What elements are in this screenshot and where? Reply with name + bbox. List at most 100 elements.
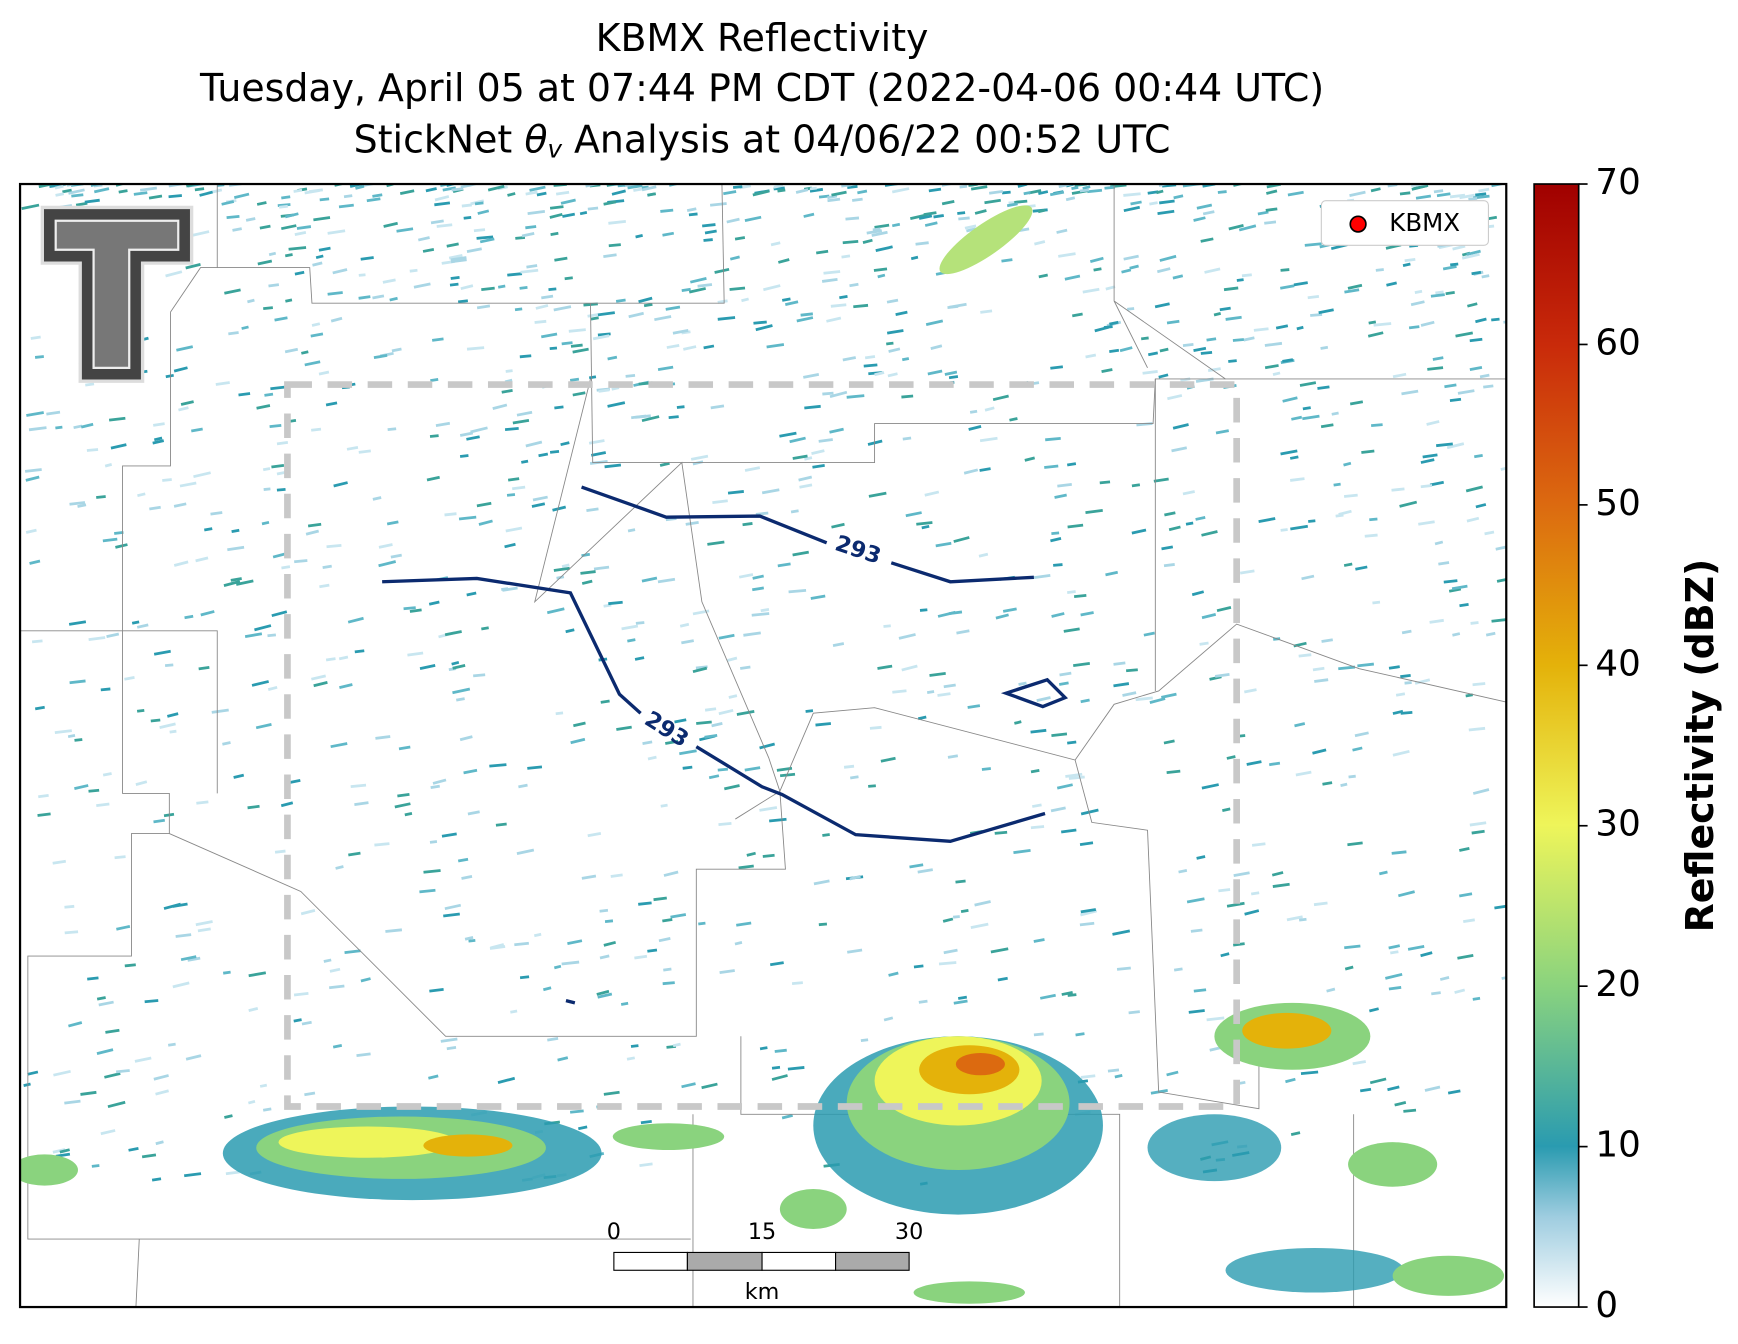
echo xyxy=(1361,449,1375,454)
echo xyxy=(1223,286,1239,292)
echo xyxy=(199,190,213,197)
echo xyxy=(821,277,838,283)
echo xyxy=(640,1120,652,1125)
echo xyxy=(1372,600,1381,605)
echo xyxy=(1388,944,1401,950)
echo xyxy=(1049,190,1065,197)
echo xyxy=(238,392,251,397)
echo xyxy=(1257,210,1269,216)
echo xyxy=(1475,317,1487,324)
echo xyxy=(777,258,790,264)
echo xyxy=(1219,306,1231,312)
echo xyxy=(1050,365,1064,370)
echo xyxy=(964,224,977,230)
echo xyxy=(587,206,599,211)
echo xyxy=(701,1082,718,1090)
echo xyxy=(781,1114,793,1120)
echo xyxy=(1461,252,1480,260)
echo xyxy=(1127,307,1135,311)
echo xyxy=(1238,224,1257,232)
echo xyxy=(933,214,945,219)
echo xyxy=(332,268,348,275)
echo xyxy=(724,784,740,791)
echo xyxy=(432,778,447,785)
echo xyxy=(552,505,567,512)
echo xyxy=(799,483,813,489)
echo xyxy=(615,298,626,303)
echo xyxy=(822,391,834,396)
echo xyxy=(1122,691,1137,697)
echo xyxy=(586,507,599,513)
echo xyxy=(180,400,194,406)
echo xyxy=(489,763,507,768)
echo xyxy=(1113,661,1126,666)
echo xyxy=(210,511,223,516)
echo xyxy=(527,765,543,770)
echo xyxy=(662,918,673,923)
echo xyxy=(1432,356,1444,361)
echo xyxy=(1287,190,1304,197)
echo xyxy=(1290,477,1305,482)
echo xyxy=(611,189,626,196)
echo xyxy=(818,438,833,443)
echo xyxy=(68,188,85,195)
echo xyxy=(560,441,570,447)
echo xyxy=(729,255,740,261)
echo xyxy=(504,542,516,549)
echo xyxy=(561,341,573,346)
echo xyxy=(1403,1108,1417,1113)
echo xyxy=(1404,257,1416,263)
echo xyxy=(375,735,391,740)
echo xyxy=(966,227,976,233)
echo xyxy=(244,632,263,638)
echo xyxy=(315,254,324,260)
echo xyxy=(512,418,530,425)
echo xyxy=(52,1148,66,1154)
echo xyxy=(473,673,486,678)
echo xyxy=(1420,458,1435,464)
echo xyxy=(1167,394,1183,401)
echo xyxy=(560,198,576,205)
echo xyxy=(771,1074,788,1081)
echo xyxy=(53,1069,71,1077)
echo xyxy=(1251,842,1266,847)
echo xyxy=(887,372,898,378)
echo xyxy=(759,742,776,750)
echo xyxy=(468,939,476,943)
echo xyxy=(431,337,444,342)
echo xyxy=(135,780,148,786)
echo xyxy=(1495,544,1507,551)
echo xyxy=(866,229,883,235)
echo xyxy=(634,656,645,661)
echo xyxy=(86,448,99,452)
echo xyxy=(829,427,844,434)
echo xyxy=(1196,855,1206,860)
echo xyxy=(729,286,746,291)
echo xyxy=(937,610,956,618)
echo xyxy=(590,316,599,321)
echo xyxy=(1452,632,1461,637)
echo xyxy=(88,636,106,642)
echo xyxy=(280,801,294,808)
echo xyxy=(599,908,609,913)
echo xyxy=(800,312,814,317)
echo xyxy=(1051,531,1060,536)
echo xyxy=(541,332,558,339)
echo xyxy=(717,316,736,321)
echo xyxy=(868,491,887,498)
echo xyxy=(1469,365,1483,371)
echo xyxy=(1420,320,1435,327)
echo xyxy=(1479,373,1490,379)
echo xyxy=(888,971,899,977)
echo xyxy=(603,1090,620,1096)
echo xyxy=(625,373,636,378)
echo xyxy=(313,216,331,222)
echo xyxy=(1228,224,1244,231)
echo xyxy=(173,366,188,373)
echo xyxy=(257,259,273,266)
colorbar-tick-label: 60 xyxy=(1595,322,1640,363)
echo xyxy=(107,1100,126,1109)
echo xyxy=(665,739,679,745)
echo xyxy=(604,463,622,469)
echo xyxy=(1426,420,1440,426)
